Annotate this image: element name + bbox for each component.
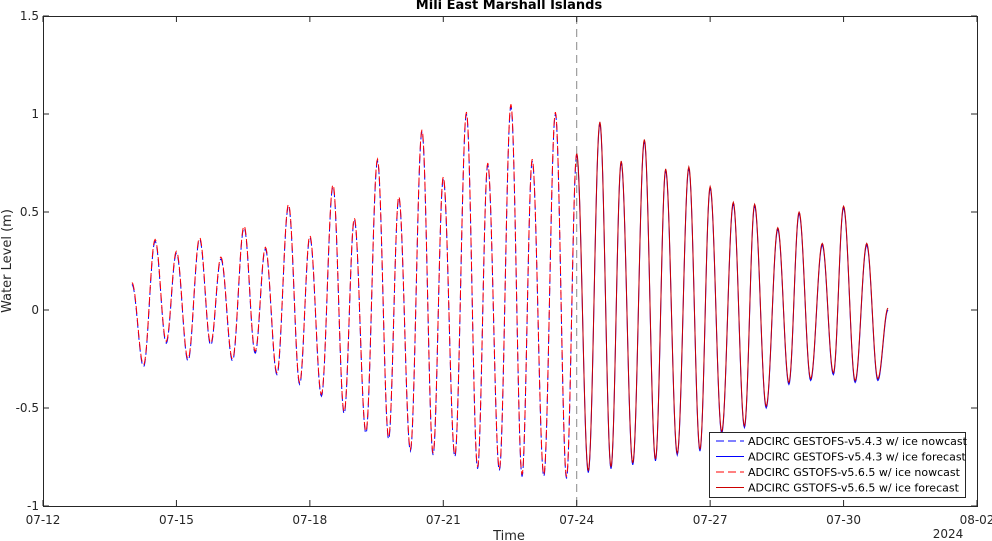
chart-title: Mili East Marshall Islands bbox=[416, 0, 603, 13]
x-tick-label: 08-02 bbox=[960, 513, 992, 527]
series-line-4 bbox=[576, 121, 889, 471]
plot-background bbox=[43, 16, 977, 506]
x-tick-label: 07-21 bbox=[426, 513, 461, 527]
legend-label: ADCIRC GESTOFS-v5.4.3 w/ ice nowcast bbox=[748, 435, 968, 448]
series-layer bbox=[131, 104, 889, 479]
x-tick-label: 07-15 bbox=[159, 513, 194, 527]
legend-label: ADCIRC GSTOFS-v5.6.5 w/ ice nowcast bbox=[748, 466, 961, 479]
y-tick-label: 0.5 bbox=[20, 205, 39, 219]
legend-label: ADCIRC GESTOFS-v5.4.3 w/ ice forecast bbox=[748, 451, 967, 464]
x-tick-label: 07-30 bbox=[826, 513, 861, 527]
plot-frame bbox=[43, 16, 978, 507]
legend: ADCIRC GESTOFS-v5.4.3 w/ ice nowcast ADCI… bbox=[709, 432, 968, 498]
x-axis-label: Time bbox=[492, 529, 525, 541]
x-tick-label: 07-24 bbox=[559, 513, 594, 527]
y-tick-label: -1 bbox=[27, 499, 39, 513]
y-tick-label: 0 bbox=[31, 303, 39, 317]
y-tick-label: 1.5 bbox=[20, 9, 39, 23]
x-tick-label: 07-18 bbox=[292, 513, 327, 527]
y-tick-label: -0.5 bbox=[16, 401, 39, 415]
series-line-3 bbox=[131, 104, 578, 477]
y-axis: 1.5 1 0.5 0 -0.5 -1 bbox=[16, 9, 977, 513]
legend-label: ADCIRC GSTOFS-v5.6.5 w/ ice forecast bbox=[748, 482, 960, 495]
year-label: 2024 bbox=[933, 527, 964, 541]
x-tick-label: 07-27 bbox=[693, 513, 728, 527]
y-axis-label: Water Level (m) bbox=[0, 209, 15, 313]
x-tick-label: 07-12 bbox=[26, 513, 61, 527]
plot-area bbox=[43, 16, 978, 507]
y-tick-label: 1 bbox=[31, 107, 39, 121]
x-axis: 07-12 07-15 07-18 07-21 07-24 07-27 07-30 08-02 bbox=[26, 16, 992, 527]
legend-box bbox=[709, 432, 966, 498]
